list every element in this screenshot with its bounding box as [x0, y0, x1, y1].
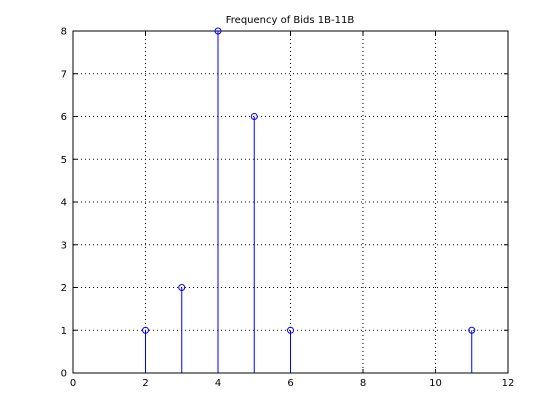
- plot-area-frame: [72, 30, 509, 374]
- x-tick-label: 0: [70, 378, 76, 389]
- stem-marker: [250, 113, 258, 120]
- x-tick-label: 12: [502, 378, 515, 389]
- chart-title: Frequency of Bids 1B-11B: [226, 15, 355, 26]
- x-tick-label: 8: [360, 378, 366, 389]
- x-tick-label: 10: [429, 378, 442, 389]
- grid-lines: [73, 31, 508, 373]
- x-tick-label: 6: [287, 378, 293, 389]
- y-tick-label: 0: [61, 369, 67, 380]
- stem-series: [142, 27, 476, 373]
- y-tick-label: 1: [61, 326, 67, 337]
- y-tick-label: 3: [61, 240, 67, 251]
- y-tick-label: 2: [61, 283, 67, 294]
- x-tick-label: 4: [215, 378, 221, 389]
- stem-marker: [178, 284, 186, 291]
- y-tick-label: 8: [61, 27, 67, 38]
- y-tick-label: 7: [61, 69, 67, 80]
- x-tick-label: 2: [142, 378, 148, 389]
- y-tick-label: 5: [61, 155, 67, 166]
- stem-marker: [468, 326, 476, 334]
- stem-marker: [287, 326, 294, 334]
- y-tick-label: 6: [61, 112, 67, 123]
- y-tick-label: 4: [61, 198, 67, 209]
- stem-marker: [142, 326, 149, 334]
- stem-marker: [214, 27, 222, 35]
